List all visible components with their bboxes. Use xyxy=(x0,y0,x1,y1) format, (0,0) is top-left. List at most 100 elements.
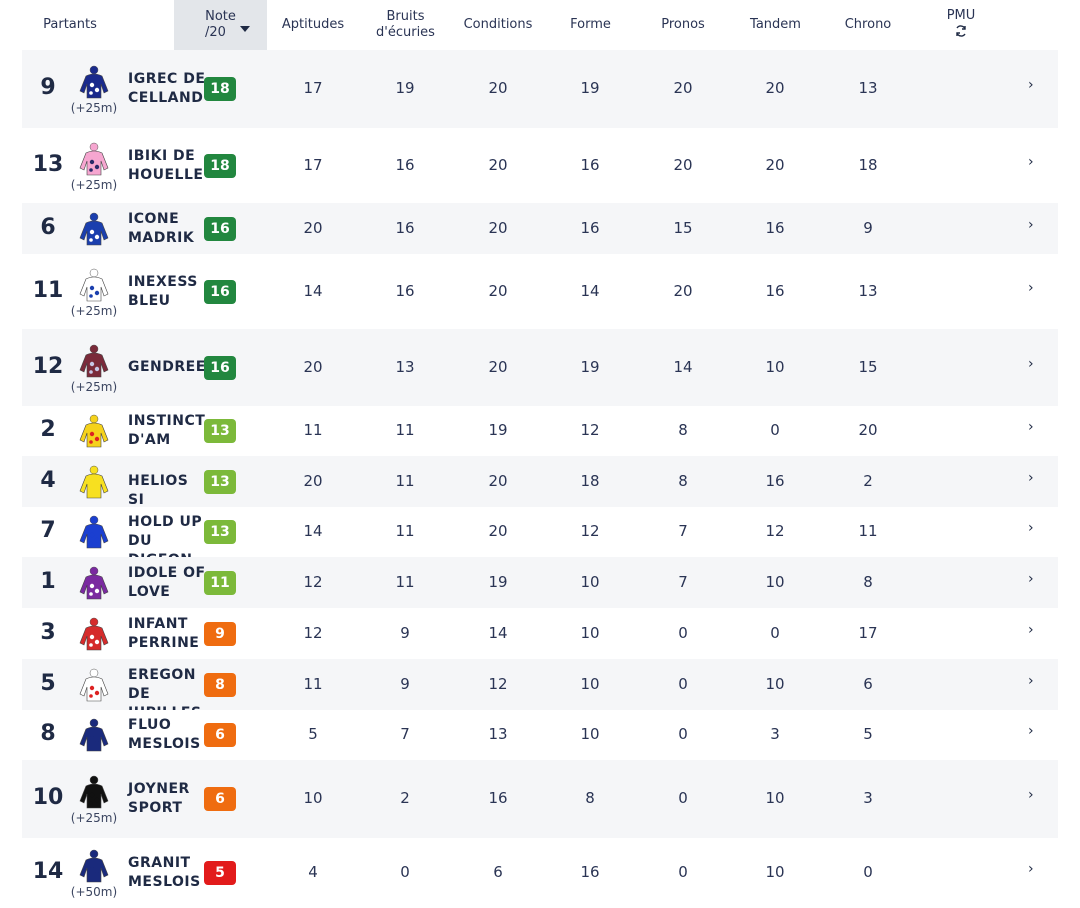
cell-pronos: 0 xyxy=(678,863,688,881)
cell-tandem: 3 xyxy=(770,725,780,743)
cell-aptitudes: 14 xyxy=(303,522,323,540)
cell-conditions: 19 xyxy=(488,572,508,591)
horse-name[interactable]: INEXESS BLEU xyxy=(128,273,198,309)
chevron-right-icon[interactable]: › xyxy=(1028,469,1034,486)
note-badge: 11 xyxy=(204,570,236,595)
header-pmu[interactable]: PMU xyxy=(915,0,1007,50)
cell-chrono: 5 xyxy=(863,725,873,743)
cell-aptitudes: 11 xyxy=(303,674,323,693)
note-badge: 9 xyxy=(204,621,236,646)
jockey-silk-icon xyxy=(77,268,111,302)
horse-name[interactable]: GRANIT MESLOIS xyxy=(128,855,201,890)
cell-pronos: 20 xyxy=(673,79,693,97)
header-tandem[interactable]: Tandem xyxy=(750,17,801,32)
header-note[interactable]: Note /20 xyxy=(174,0,267,50)
cell-conditions: 20 xyxy=(488,522,508,540)
cell-bruits: 13 xyxy=(395,357,415,376)
chevron-right-icon[interactable]: › xyxy=(1028,672,1034,689)
cell-conditions: 20 xyxy=(488,79,508,97)
table-row[interactable]: 11 (+25m) INEXESS BLEU 16 14 16 20 14 20 16 13… xyxy=(22,254,1058,329)
horse-name[interactable]: INFANT PERRINE xyxy=(128,615,200,651)
chevron-right-icon[interactable]: › xyxy=(1028,355,1034,372)
chevron-right-icon[interactable]: › xyxy=(1028,570,1034,587)
cell-aptitudes: 17 xyxy=(303,155,323,174)
cell-chrono: 13 xyxy=(858,79,878,97)
note-badge: 16 xyxy=(204,355,236,380)
horse-number: 6 xyxy=(40,214,56,240)
cell-bruits: 19 xyxy=(395,79,415,97)
header-forme[interactable]: Forme xyxy=(570,17,611,32)
header-chrono[interactable]: Chrono xyxy=(844,17,892,32)
jockey-silk-icon xyxy=(77,414,111,448)
jockey-silk-icon xyxy=(77,465,111,499)
cell-chrono: 15 xyxy=(858,357,878,376)
cell-aptitudes: 20 xyxy=(303,218,323,237)
cell-tandem: 10 xyxy=(765,357,785,376)
chevron-right-icon[interactable]: › xyxy=(1028,77,1034,93)
header-pronos[interactable]: Pronos xyxy=(661,17,705,32)
chevron-right-icon[interactable]: › xyxy=(1028,621,1034,638)
chevron-right-icon[interactable]: › xyxy=(1028,419,1034,435)
note-badge: 5 xyxy=(204,861,236,885)
cell-tandem: 10 xyxy=(765,674,785,693)
table-row[interactable]: 2 INSTINCT D'AM 13 11 11 19 12 8 0 20 › xyxy=(22,406,1058,456)
horse-name[interactable]: IBIKI DE HOUELLE xyxy=(128,147,204,183)
cell-forme: 10 xyxy=(580,623,600,642)
header-aptitudes[interactable]: Aptitudes xyxy=(281,17,345,32)
cell-bruits: 0 xyxy=(400,863,410,881)
table-row[interactable]: 10 (+25m) JOYNER SPORT 6 10 2 16 8 0 10 3 › xyxy=(22,760,1058,838)
table-row[interactable]: 6 ICONE MADRIK 16 20 16 20 16 15 16 9 › xyxy=(22,203,1058,254)
horse-name[interactable]: IGREC DE CELLAND xyxy=(128,71,206,106)
cell-tandem: 16 xyxy=(765,471,785,490)
table-row[interactable]: 14 (+50m) GRANIT MESLOIS 5 4 0 6 16 0 10 0 › xyxy=(22,838,1058,908)
chevron-right-icon[interactable]: › xyxy=(1028,216,1034,233)
cell-chrono: 6 xyxy=(863,674,873,693)
header-partants[interactable]: Partants xyxy=(43,17,97,32)
cell-aptitudes: 4 xyxy=(308,863,318,881)
refresh-icon[interactable] xyxy=(954,24,968,38)
cell-bruits: 11 xyxy=(395,471,415,490)
table-row[interactable]: 3 INFANT PERRINE 9 12 9 14 10 0 0 17 › xyxy=(22,608,1058,659)
header-bruits[interactable]: Bruits d'écuries xyxy=(360,0,451,50)
cell-chrono: 0 xyxy=(863,863,873,881)
chevron-right-icon[interactable]: › xyxy=(1028,723,1034,739)
chevron-right-icon[interactable]: › xyxy=(1028,520,1034,536)
table-row[interactable]: 1 IDOLE OF LOVE 11 12 11 19 10 7 10 8 › xyxy=(22,557,1058,608)
header-conditions[interactable]: Conditions xyxy=(463,17,533,32)
cell-tandem: 10 xyxy=(765,572,785,591)
cell-pronos: 7 xyxy=(678,522,688,540)
cell-pronos: 20 xyxy=(673,155,693,174)
cell-conditions: 12 xyxy=(488,674,508,693)
handicap-distance: (+50m) xyxy=(70,885,118,899)
cell-forme: 18 xyxy=(580,471,600,490)
cell-chrono: 2 xyxy=(863,471,873,490)
table-row[interactable]: 4 HELIOS SI 13 20 11 20 18 8 16 2 › xyxy=(22,456,1058,508)
table-row[interactable]: 9 (+25m) IGREC DE CELLAND 18 17 19 20 19 20 2… xyxy=(22,50,1058,128)
horse-name[interactable]: INSTINCT D'AM xyxy=(128,413,206,448)
note-badge: 6 xyxy=(204,723,236,747)
cell-conditions: 20 xyxy=(488,357,508,376)
jockey-silk-icon xyxy=(77,566,111,600)
table-row[interactable]: 13 (+25m) IBIKI DE HOUELLE 18 17 16 20 16 20… xyxy=(22,128,1058,203)
cell-bruits: 7 xyxy=(400,725,410,743)
horse-name[interactable]: GENDREEN xyxy=(128,359,219,375)
chevron-right-icon[interactable]: › xyxy=(1028,279,1034,296)
cell-chrono: 18 xyxy=(858,155,878,174)
horse-name[interactable]: FLUO MESLOIS xyxy=(128,717,201,752)
horse-name[interactable]: ICONE MADRIK xyxy=(128,210,195,246)
jockey-silk-icon xyxy=(77,617,111,651)
chevron-right-icon[interactable]: › xyxy=(1028,861,1034,877)
horse-name[interactable]: HELIOS SI xyxy=(128,473,189,508)
horse-name[interactable]: JOYNER SPORT xyxy=(128,781,190,816)
chevron-right-icon[interactable]: › xyxy=(1028,787,1034,803)
cell-forme: 8 xyxy=(585,789,595,807)
sort-desc-icon[interactable] xyxy=(239,26,250,32)
table-row[interactable]: 12 (+25m) GENDREEN 16 20 13 20 19 14 10 15 › xyxy=(22,329,1058,406)
table-row[interactable]: 8 FLUO MESLOIS 6 5 7 13 10 0 3 5 › xyxy=(22,710,1058,760)
chevron-right-icon[interactable]: › xyxy=(1028,153,1034,170)
horse-name[interactable]: IDOLE OF LOVE xyxy=(128,564,206,600)
horse-number: 7 xyxy=(40,518,56,543)
cell-aptitudes: 12 xyxy=(303,572,323,591)
